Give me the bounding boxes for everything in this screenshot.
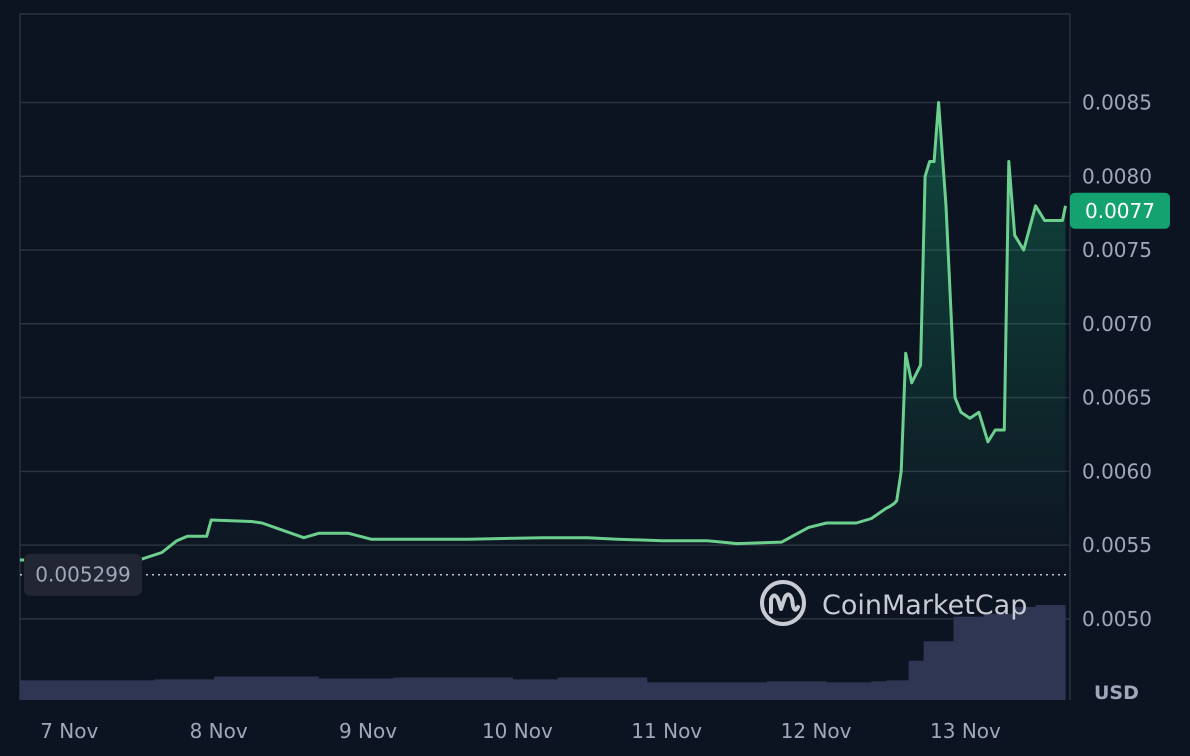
gridlines: [19, 13, 1071, 700]
open-price-value: 0.005299: [35, 563, 130, 587]
y-tick-label: 0.0065: [1082, 386, 1152, 410]
y-tick-label: 0.0075: [1082, 238, 1152, 262]
x-tick-label: 7 Nov: [40, 719, 98, 743]
currency-label: USD: [1094, 682, 1139, 704]
price-area: [20, 102, 1066, 575]
volume-layer: [20, 602, 1066, 700]
y-axis-ticks: 0.0085 0.0080 0.0075 0.0070 0.0065 0.0060 0.00…: [1082, 91, 1152, 631]
current-price-badge: 0.0077: [1070, 192, 1170, 229]
y-tick-label: 0.0085: [1082, 91, 1152, 115]
x-tick-label: 8 Nov: [190, 719, 248, 743]
price-series-line: [19, 101, 1067, 565]
open-price-badge: 0.005299: [24, 553, 142, 596]
watermark-text: CoinMarketCap: [822, 590, 1027, 621]
current-price-badge-bg: [1070, 192, 1170, 229]
y-tick-label: 0.0050: [1082, 607, 1152, 631]
volume-area: [20, 602, 1066, 700]
x-tick-label: 11 Nov: [631, 719, 702, 743]
y-tick-label: 0.0060: [1082, 459, 1152, 483]
x-tick-label: 13 Nov: [930, 719, 1001, 743]
open-price-badge-bg: [24, 553, 142, 596]
price-area-layer: [20, 102, 1066, 575]
y-tick-label: 0.0055: [1082, 533, 1152, 557]
coinmarketcap-logo-icon: [760, 580, 806, 626]
x-tick-label: 10 Nov: [482, 719, 553, 743]
y-tick-label: 0.0080: [1082, 164, 1152, 188]
x-tick-label: 12 Nov: [781, 719, 852, 743]
y-tick-label: 0.0070: [1082, 312, 1152, 336]
price-line-layer: [19, 101, 1067, 565]
current-price-value: 0.0077: [1085, 199, 1155, 223]
x-axis-ticks: 7 Nov 8 Nov 9 Nov 10 Nov 11 Nov 12 Nov 13 Nov: [40, 719, 1001, 743]
x-tick-label: 9 Nov: [339, 719, 397, 743]
coinmarketcap-watermark: CoinMarketCap: [760, 580, 1027, 626]
